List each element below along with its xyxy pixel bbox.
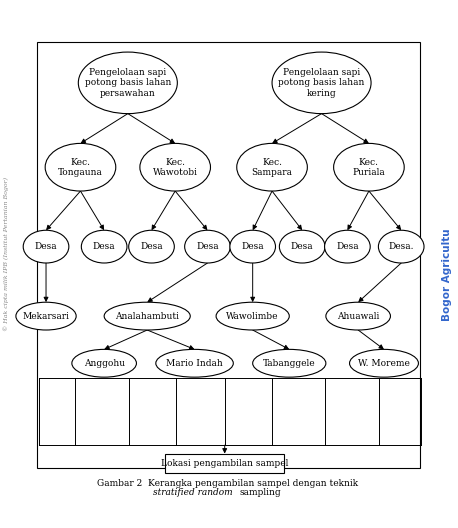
Ellipse shape	[45, 144, 116, 191]
Ellipse shape	[140, 144, 211, 191]
Ellipse shape	[279, 230, 325, 263]
Text: Ahuawali: Ahuawali	[337, 312, 379, 320]
Ellipse shape	[325, 230, 370, 263]
Ellipse shape	[82, 230, 127, 263]
Text: Kec.
Tongauna: Kec. Tongauna	[58, 157, 103, 177]
Text: Desa: Desa	[93, 242, 115, 251]
Ellipse shape	[72, 350, 136, 377]
Text: W. Moreme: W. Moreme	[358, 359, 410, 368]
Text: stratified random: stratified random	[153, 488, 232, 497]
Ellipse shape	[16, 302, 76, 330]
Text: Pengelolaan sapi
potong basis lahan
kering: Pengelolaan sapi potong basis lahan keri…	[278, 68, 365, 98]
Text: Gambar 2  Kerangka pengambilan sampel dengan teknik: Gambar 2 Kerangka pengambilan sampel den…	[97, 479, 361, 488]
Ellipse shape	[78, 52, 177, 114]
Text: Desa.: Desa.	[388, 242, 414, 251]
Text: Desa: Desa	[140, 242, 163, 251]
Ellipse shape	[230, 230, 276, 263]
Text: Mario Indah: Mario Indah	[166, 359, 223, 368]
Text: sampling: sampling	[239, 488, 281, 497]
Ellipse shape	[253, 350, 326, 377]
Text: Tabanggele: Tabanggele	[263, 359, 316, 368]
Text: Lokasi pengambilan sampel: Lokasi pengambilan sampel	[161, 459, 289, 468]
Ellipse shape	[378, 230, 424, 263]
Text: Kec.
Sampara: Kec. Sampara	[251, 157, 293, 177]
Text: Anggohu: Anggohu	[84, 359, 125, 368]
Text: Desa: Desa	[291, 242, 313, 251]
Text: Kec.
Puriala: Kec. Puriala	[353, 157, 385, 177]
Ellipse shape	[104, 302, 190, 330]
Text: Bogor Agricultu: Bogor Agricultu	[442, 228, 452, 321]
Bar	[165, 454, 284, 474]
Ellipse shape	[129, 230, 174, 263]
Ellipse shape	[23, 230, 69, 263]
Ellipse shape	[237, 144, 307, 191]
Text: Desa: Desa	[336, 242, 359, 251]
Text: Desa: Desa	[241, 242, 264, 251]
Ellipse shape	[333, 144, 404, 191]
Ellipse shape	[156, 350, 233, 377]
Text: Analahambuti: Analahambuti	[115, 312, 179, 320]
Bar	[37, 42, 420, 468]
Ellipse shape	[216, 302, 289, 330]
Ellipse shape	[185, 230, 230, 263]
Text: Wawolimbe: Wawolimbe	[226, 312, 279, 320]
Ellipse shape	[349, 350, 419, 377]
Text: Desa: Desa	[196, 242, 219, 251]
Ellipse shape	[272, 52, 371, 114]
Text: Pengelolaan sapi
potong basis lahan
persawahan: Pengelolaan sapi potong basis lahan pers…	[85, 68, 171, 98]
Text: Mekarsari: Mekarsari	[22, 312, 70, 320]
Text: Kec.
Wawotobi: Kec. Wawotobi	[153, 157, 198, 177]
Text: Desa: Desa	[35, 242, 57, 251]
Text: © Hak cipta milik IPB (Institut Pertanian Bogor): © Hak cipta milik IPB (Institut Pertania…	[4, 176, 9, 331]
Ellipse shape	[326, 302, 390, 330]
